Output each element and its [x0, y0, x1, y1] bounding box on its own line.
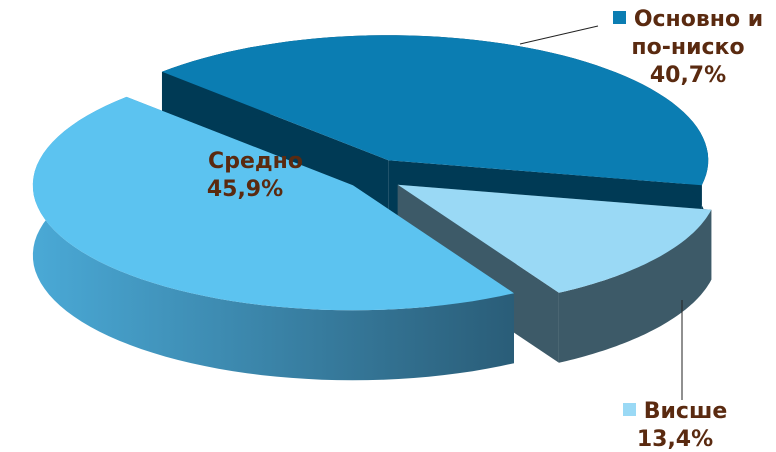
- category-label: Висше: [643, 399, 728, 424]
- slice-side: [558, 209, 712, 363]
- slice: [32, 96, 515, 311]
- label-group: Основно и по-ниско 40,7%: [600, 6, 776, 90]
- label-group: Висше 13,4%: [590, 398, 760, 452]
- value-label: 13,4%: [636, 427, 714, 452]
- slice-side: [32, 96, 515, 381]
- value-label: 40,7%: [649, 63, 727, 88]
- slice: [397, 184, 712, 293]
- category-label: Основно и по-ниско: [631, 7, 764, 60]
- slice: [162, 35, 709, 186]
- slice-label: Средно: [150, 148, 340, 176]
- legend-swatch: [612, 11, 626, 24]
- slice-label: Висше: [590, 398, 760, 426]
- value-label: 45,9%: [206, 177, 284, 202]
- label-group: Средно 45,9%: [150, 148, 340, 204]
- slice-label: Основно и по-ниско: [600, 6, 776, 62]
- category-label: Средно: [208, 149, 303, 174]
- leader-line: [519, 25, 599, 45]
- legend-swatch: [622, 403, 636, 416]
- legend-swatch: [187, 153, 201, 166]
